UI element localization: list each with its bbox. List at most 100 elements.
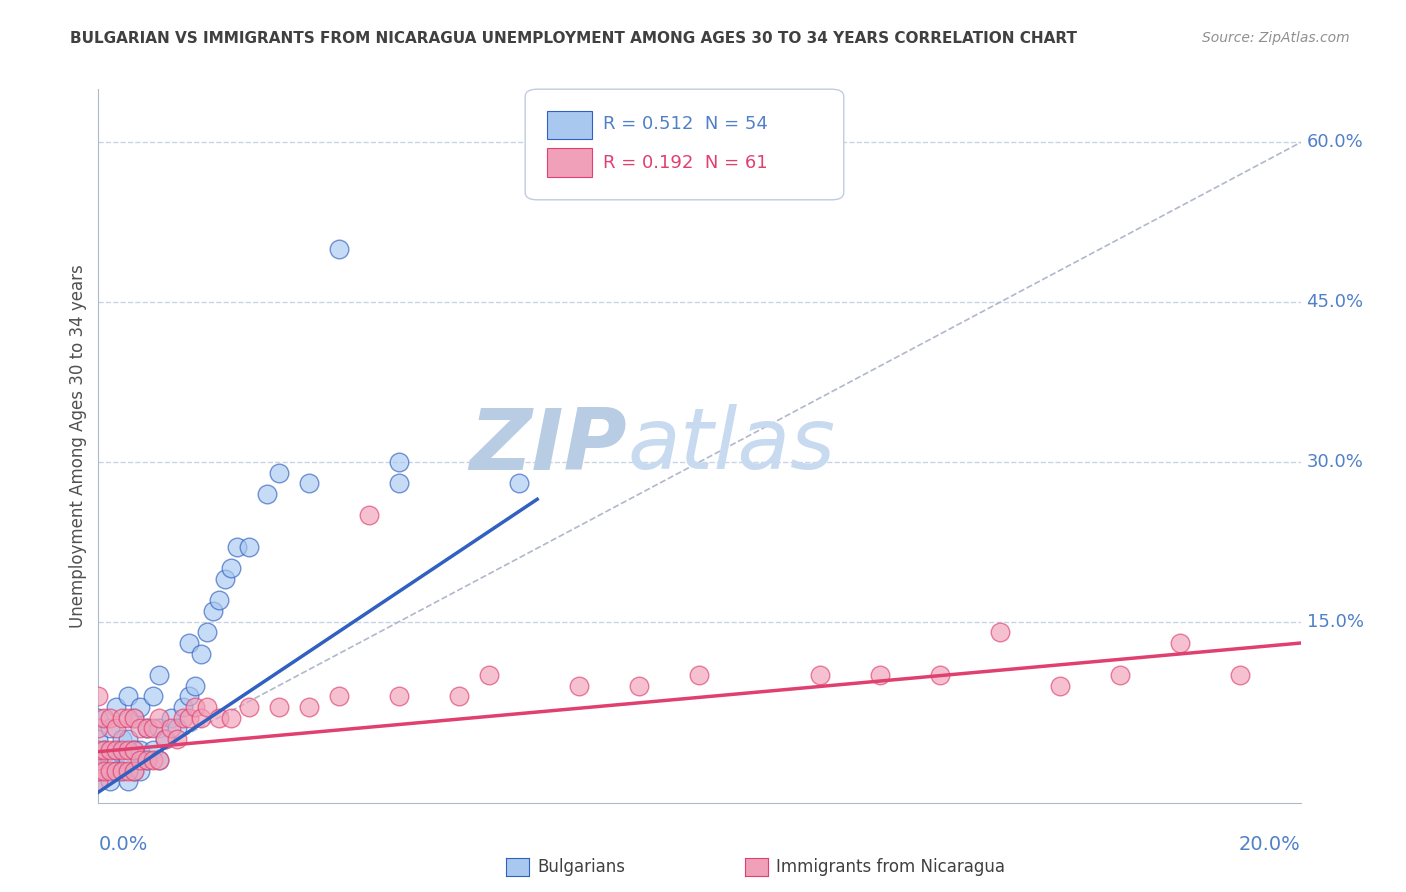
Point (267, 466, 290, 480)
FancyBboxPatch shape (526, 89, 844, 200)
Point (93, 742, 115, 756)
Text: 60.0%: 60.0% (1306, 134, 1364, 152)
Point (267, 700, 290, 714)
Point (357, 508, 380, 523)
Point (117, 731, 139, 746)
Point (87, 753, 110, 767)
Point (177, 690, 200, 704)
Point (1109, 668, 1132, 682)
Point (141, 753, 163, 767)
Point (135, 753, 157, 767)
Point (100, 774, 122, 789)
Point (166, 731, 188, 746)
Point (298, 476, 321, 491)
Point (159, 710, 181, 724)
Point (117, 764, 139, 778)
Text: R = 0.512  N = 54: R = 0.512 N = 54 (603, 115, 768, 133)
Point (183, 679, 205, 693)
Point (201, 604, 224, 618)
Text: ZIP: ZIP (470, 404, 627, 488)
Point (129, 764, 152, 778)
Point (111, 764, 134, 778)
Point (190, 647, 212, 661)
Point (219, 561, 242, 575)
Point (688, 668, 710, 682)
Point (388, 455, 411, 469)
Point (124, 710, 146, 724)
Point (87, 753, 110, 767)
Point (219, 710, 242, 724)
Point (105, 764, 128, 778)
Point (568, 679, 591, 693)
Point (111, 710, 134, 724)
Point (238, 540, 260, 554)
Point (87, 710, 110, 724)
Point (190, 710, 212, 724)
Point (214, 572, 236, 586)
Point (129, 700, 152, 714)
Point (87, 764, 110, 778)
Point (117, 774, 139, 789)
Text: atlas: atlas (627, 404, 835, 488)
Point (628, 679, 651, 693)
Y-axis label: Unemployment Among Ages 30 to 34 years: Unemployment Among Ages 30 to 34 years (69, 264, 87, 628)
Text: 45.0%: 45.0% (1306, 293, 1364, 311)
Point (447, 690, 470, 704)
Point (508, 476, 530, 491)
Point (87, 721, 110, 735)
Point (93, 764, 115, 778)
Point (141, 721, 163, 735)
Point (238, 700, 260, 714)
Point (328, 690, 350, 704)
Point (117, 753, 139, 767)
Point (105, 742, 128, 756)
Point (124, 710, 146, 724)
Point (100, 710, 122, 724)
Point (87, 774, 110, 789)
Text: Immigrants from Nicaragua: Immigrants from Nicaragua (776, 858, 1005, 876)
Point (808, 668, 831, 682)
Point (256, 487, 278, 501)
Point (148, 668, 170, 682)
Point (1049, 679, 1071, 693)
Point (100, 753, 122, 767)
Point (87, 764, 110, 778)
Point (208, 710, 231, 724)
Point (135, 721, 157, 735)
Point (87, 731, 110, 746)
Point (159, 721, 181, 735)
Point (124, 742, 146, 756)
Point (129, 753, 152, 767)
Point (135, 721, 157, 735)
Point (141, 690, 163, 704)
Point (124, 764, 146, 778)
Point (153, 731, 176, 746)
Point (105, 721, 128, 735)
Point (105, 742, 128, 756)
Point (177, 710, 200, 724)
Point (195, 700, 218, 714)
Point (869, 668, 891, 682)
Point (100, 742, 122, 756)
Point (87, 690, 110, 704)
Point (177, 636, 200, 650)
Point (111, 764, 134, 778)
Point (100, 764, 122, 778)
Point (124, 742, 146, 756)
Point (1170, 636, 1192, 650)
Text: Bulgarians: Bulgarians (537, 858, 626, 876)
Point (298, 700, 321, 714)
Point (105, 764, 128, 778)
Point (117, 742, 139, 756)
Point (100, 721, 122, 735)
Point (129, 721, 152, 735)
Point (195, 625, 218, 640)
Point (929, 668, 952, 682)
Point (105, 700, 128, 714)
Text: R = 0.192  N = 61: R = 0.192 N = 61 (603, 153, 768, 171)
Point (135, 753, 157, 767)
Point (172, 710, 194, 724)
Point (93, 710, 115, 724)
Point (148, 710, 170, 724)
Point (172, 700, 194, 714)
